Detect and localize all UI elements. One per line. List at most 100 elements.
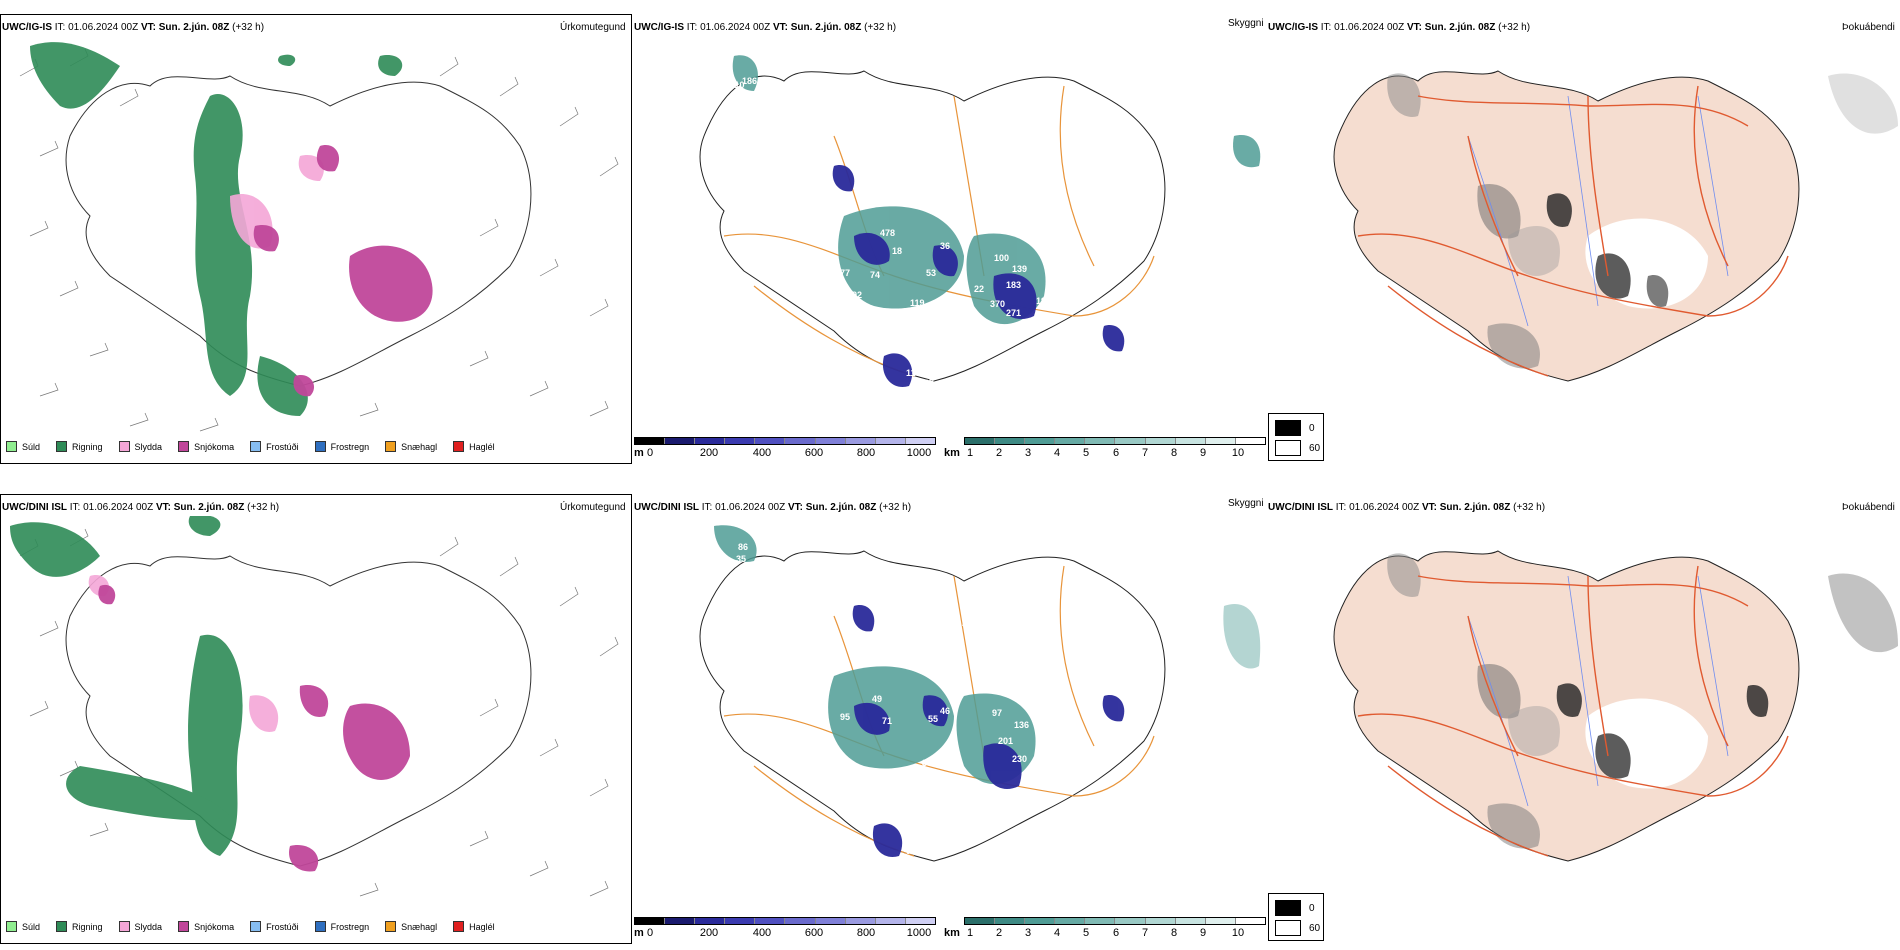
bar-segment [1055,918,1086,924]
cloud-number: 158 [798,688,813,698]
legend-swatch [385,921,397,932]
it-label: IT: [1320,22,1332,33]
cloud-number: 194 [1036,296,1051,306]
bar-segment [815,918,846,924]
lead-time: (+32 h) [864,22,897,33]
cloudbase-tick: 0 [646,447,654,459]
legend-label: Frostúði [266,441,299,452]
it-label: IT: [701,502,713,513]
cloud-title: Skyggni [1228,498,1264,509]
bar-segment [965,918,996,924]
cloud-number: 95 [840,712,850,722]
fog-header: UWC/IG-IS IT: 01.06.2024 00Z VT: Sun. 2.… [1268,22,1530,33]
bar-segment [755,438,786,444]
precip-panel-frame [0,494,632,944]
legend-swatch [56,921,68,932]
visibility-tick: 10 [1231,927,1245,939]
bar-segment [995,438,1026,444]
visibility-tick: 3 [1024,447,1032,459]
rivers [1467,575,1729,807]
cloud-number: 58 [930,394,940,404]
bar-segment [1205,918,1236,924]
model-name: UWC/DINI ISL [634,502,699,513]
fog-swatch [1275,920,1301,936]
cloud-number: 42 [1060,338,1070,348]
fog-legend-label: 0 [1309,902,1315,914]
fog-title: Þokuábendi [1842,22,1895,33]
cloud-number: 18 [892,246,902,256]
bar-segment [725,918,756,924]
bar-segment [1175,918,1206,924]
cloud-number: 370 [990,299,1005,309]
cloud-number: 363 [922,758,937,768]
model-name: UWC/IG-IS [1268,22,1318,33]
legend-item: Rigning [56,921,103,932]
bar-segment [755,918,786,924]
rain-areas [30,42,403,416]
lead-time: (+32 h) [232,22,265,33]
fog-legend-label: 0 [1309,422,1315,434]
cloudbase-tick: 200 [699,447,719,459]
bar-segment [665,438,696,444]
bar-segment [845,438,876,444]
cloud-number: 201 [998,736,1013,746]
legend-item: Frostúði [250,921,299,932]
visibility-tick: 6 [1112,447,1120,459]
cloudbase-bar [634,437,936,445]
visibility-tick: 1 [966,927,974,939]
legend-swatch [453,441,465,452]
cloud-number: 98 [904,806,914,816]
vt-value: Sun. 2.jún. 08Z [1424,22,1496,33]
bar-segment [1115,438,1146,444]
visibility-tick: 7 [1141,927,1149,939]
legend-swatch [56,441,68,452]
precip-title: Úrkomutegund [560,502,626,513]
it-label: IT: [54,22,66,33]
visibility-areas [714,525,1261,785]
fog-legend-label: 60 [1309,922,1321,934]
fog-swatch [1275,420,1301,436]
cloudbase-tick: 800 [856,927,876,939]
roads [1357,85,1789,377]
bar-segment [1205,438,1236,444]
legend-swatch [314,441,326,452]
visibility-colorbar: km 1 2 3 4 5 6 7 8 9 10 [944,437,1266,463]
cloudbase-tick: 800 [856,447,876,459]
cloud-number: 26 [958,186,968,196]
legend-label: Frostregn [330,921,370,932]
it-label: IT: [686,22,698,33]
precip-map [10,516,619,897]
legend-label: Haglél [469,441,495,452]
bar-segment [1145,438,1176,444]
fog-map [1333,550,1898,862]
fog-title: Þokuábendi [1842,502,1895,513]
vt-value: Sun. 2.jún. 08Z [790,22,862,33]
legend-label: Snæhagl [401,921,438,932]
cloud-number: 100 [994,253,1009,263]
model-name: UWC/IG-IS [2,22,52,33]
cloud-number: 49 [872,694,882,704]
vt-label: VT: [155,502,171,513]
legend-label: Slydda [134,921,163,932]
vt-value: Sun. 2.jún. 08Z [805,502,877,513]
legend-item: Frostúði [250,441,299,452]
visibility-tick: 6 [1112,927,1120,939]
fog-legend-label: 60 [1309,442,1321,454]
cloudbase-tick: 600 [804,927,824,939]
low-cloud-areas [852,605,1125,857]
bar-segment [695,918,726,924]
cloud-number: 82 [916,353,926,363]
rain-areas [10,516,243,856]
cloud-number: 76 [1062,750,1072,760]
cloudbase-colorbar: m 0 200 400 600 800 1000 [634,437,936,463]
snow-areas [253,145,433,397]
visibility-colorbar: km 1 2 3 4 5 6 7 8 9 10 [944,917,1266,943]
legend-swatch [250,441,262,452]
legend-label: Rigning [72,441,103,452]
cloudbase-tick: 400 [752,927,772,939]
visibility-tick: 9 [1199,927,1207,939]
cloud-number: 138 [920,818,935,828]
vt-label: VT: [772,22,788,33]
bar-segment [785,918,816,924]
visibility-unit: km [944,447,960,459]
